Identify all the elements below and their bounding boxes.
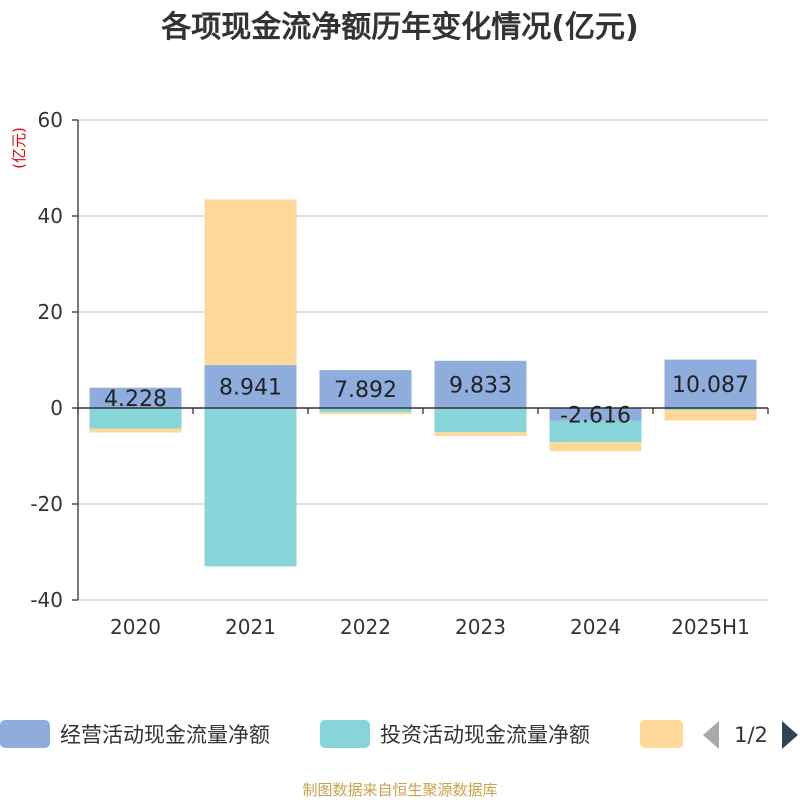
- bar-segment-2022-s1[interactable]: [319, 408, 412, 413]
- bar-segment-2022-s0[interactable]: [319, 370, 412, 408]
- bar-segment-2024-s2[interactable]: [549, 442, 642, 452]
- x-tick-label: 2023: [455, 615, 506, 639]
- legend-prev-page-icon[interactable]: [703, 721, 719, 749]
- bar-segment-2021-s0[interactable]: [204, 365, 297, 408]
- data-label: 9.833: [449, 373, 512, 398]
- tick-labels: 60 40 20 0 -20 -40 2020 2021 2022 2023 2024 2025H1: [30, 108, 750, 639]
- bar-segment-2025H1-s2[interactable]: [664, 409, 757, 421]
- y-tick-label: 40: [38, 204, 63, 228]
- x-tick-label: 2024: [570, 615, 621, 639]
- x-tick-label: 2020: [110, 615, 161, 639]
- bar-segment-2024-s0[interactable]: [549, 408, 642, 421]
- legend-swatch-operating[interactable]: [0, 720, 50, 748]
- bar-segment-2021-s1[interactable]: [204, 408, 297, 567]
- bars: [89, 199, 757, 567]
- x-tick-label: 2022: [340, 615, 391, 639]
- bar-segment-2023-s1[interactable]: [434, 408, 527, 432]
- bar-segment-2024-s1[interactable]: [549, 420, 642, 443]
- data-label: 4.228: [104, 387, 167, 412]
- data-source: 制图数据来自恒生聚源数据库: [302, 781, 497, 799]
- legend-next-page-icon[interactable]: [782, 721, 798, 749]
- bar-segment-2025H1-s1[interactable]: [664, 408, 757, 410]
- legend-label-operating[interactable]: 经营活动现金流量净额: [60, 723, 270, 747]
- data-label: 7.892: [334, 378, 397, 403]
- y-tick-label: -40: [30, 588, 63, 612]
- x-tick-label: 2021: [225, 615, 276, 639]
- chart-title: 各项现金流净额历年变化情况(亿元): [160, 10, 638, 45]
- y-tick-label: -20: [30, 492, 63, 516]
- legend-label-investing[interactable]: 投资活动现金流量净额: [380, 723, 590, 747]
- x-tick-label: 2025H1: [671, 615, 750, 639]
- data-label: -2.616: [560, 403, 631, 428]
- gridlines: [78, 119, 768, 601]
- bar-segment-2023-s0[interactable]: [434, 360, 527, 408]
- y-tick-label: 20: [38, 300, 63, 324]
- bar-segment-2020-s1[interactable]: [89, 408, 182, 429]
- bar-segment-2023-s2[interactable]: [434, 432, 527, 436]
- data-label: 8.941: [219, 376, 282, 401]
- axes: [72, 119, 769, 601]
- data-labels: 4.228 8.941 7.892 9.833 -2.616 10.087: [104, 373, 749, 428]
- bar-segment-2020-s2[interactable]: [89, 428, 182, 433]
- bar-segment-2022-s2[interactable]: [319, 412, 412, 415]
- bar-segment-2021-s2[interactable]: [204, 199, 297, 366]
- y-tick-label: 60: [38, 108, 63, 132]
- legend: 经营活动现金流量净额 投资活动现金流量净额 1/2: [0, 720, 798, 749]
- legend-swatch-financing[interactable]: [640, 720, 683, 748]
- bar-segment-2020-s0[interactable]: [89, 387, 182, 408]
- bar-segment-2025H1-s0[interactable]: [664, 359, 757, 408]
- y-axis-unit: (亿元): [10, 127, 28, 169]
- legend-swatch-investing[interactable]: [320, 720, 370, 748]
- data-label: 10.087: [672, 373, 749, 398]
- legend-page-indicator: 1/2: [734, 723, 768, 747]
- y-tick-label: 0: [50, 396, 63, 420]
